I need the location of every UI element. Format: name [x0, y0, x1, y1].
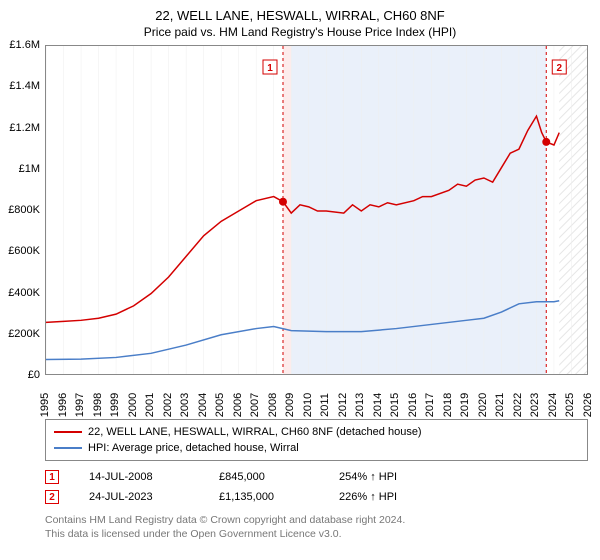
- y-axis-label: £600K: [8, 245, 40, 257]
- x-axis-label: 2015: [389, 391, 401, 419]
- x-axis-label: 2005: [214, 391, 226, 419]
- svg-text:1: 1: [267, 63, 273, 74]
- x-axis-label: 2018: [442, 391, 454, 419]
- legend-label: HPI: Average price, detached house, Wirr…: [88, 442, 299, 454]
- x-axis-label: 1999: [109, 391, 121, 419]
- footer-line: This data is licensed under the Open Gov…: [45, 527, 588, 541]
- legend: 22, WELL LANE, HESWALL, WIRRAL, CH60 8NF…: [45, 419, 588, 461]
- x-axis-label: 2020: [477, 391, 489, 419]
- marker-date: 14-JUL-2008: [89, 471, 189, 483]
- x-axis-label: 1997: [74, 391, 86, 419]
- marker-price: £845,000: [219, 471, 309, 483]
- marker-pct: 254% ↑ HPI: [339, 471, 397, 483]
- x-axis-label: 2022: [512, 391, 524, 419]
- plot-svg: 12: [45, 45, 588, 375]
- legend-swatch: [54, 447, 82, 449]
- x-axis-label: 2010: [302, 391, 314, 419]
- y-axis-label: £1.6M: [9, 39, 40, 51]
- x-axis-label: 2001: [144, 391, 156, 419]
- y-axis-label: £1.2M: [9, 122, 40, 134]
- x-axis-label: 2025: [564, 391, 576, 419]
- marker-row: 2 24-JUL-2023 £1,135,000 226% ↑ HPI: [45, 487, 588, 507]
- x-axis-label: 2023: [529, 391, 541, 419]
- x-axis-label: 2004: [197, 391, 209, 419]
- x-axis-label: 2000: [127, 391, 139, 419]
- marker-date: 24-JUL-2023: [89, 491, 189, 503]
- x-axis-label: 1995: [39, 391, 51, 419]
- marker-row: 1 14-JUL-2008 £845,000 254% ↑ HPI: [45, 467, 588, 487]
- x-axis-label: 2008: [267, 391, 279, 419]
- legend-swatch: [54, 431, 82, 433]
- y-axis-label: £800K: [8, 204, 40, 216]
- footer: Contains HM Land Registry data © Crown c…: [45, 513, 588, 541]
- x-axis-label: 1998: [92, 391, 104, 419]
- y-axis-label: £200K: [8, 328, 40, 340]
- y-axis-label: £1.4M: [9, 80, 40, 92]
- marker-pct: 226% ↑ HPI: [339, 491, 397, 503]
- x-axis-label: 2021: [494, 391, 506, 419]
- x-axis-label: 1996: [57, 391, 69, 419]
- x-axis-label: 2014: [372, 391, 384, 419]
- legend-label: 22, WELL LANE, HESWALL, WIRRAL, CH60 8NF…: [88, 426, 422, 438]
- marker-price: £1,135,000: [219, 491, 309, 503]
- x-axis-label: 2013: [354, 391, 366, 419]
- marker-number-icon: 2: [45, 490, 59, 504]
- x-axis-label: 2017: [424, 391, 436, 419]
- x-axis-label: 2006: [232, 391, 244, 419]
- x-axis-label: 2012: [337, 391, 349, 419]
- y-axis-label: £400K: [8, 287, 40, 299]
- y-axis-label: £1M: [19, 163, 40, 175]
- x-axis-label: 2019: [459, 391, 471, 419]
- y-axis-label: £0: [28, 369, 40, 381]
- markers-table: 1 14-JUL-2008 £845,000 254% ↑ HPI 2 24-J…: [45, 467, 588, 507]
- x-axis-label: 2016: [407, 391, 419, 419]
- svg-text:2: 2: [556, 63, 562, 74]
- x-axis-label: 2003: [179, 391, 191, 419]
- x-axis-label: 2011: [319, 391, 331, 419]
- footer-line: Contains HM Land Registry data © Crown c…: [45, 513, 588, 527]
- chart-area: 12 £0£200K£400K£600K£800K£1M£1.2M£1.4M£1…: [45, 45, 588, 375]
- marker-number-icon: 1: [45, 470, 59, 484]
- chart-subtitle: Price paid vs. HM Land Registry's House …: [0, 23, 600, 45]
- x-axis-label: 2002: [162, 391, 174, 419]
- x-axis-label: 2024: [547, 391, 559, 419]
- x-axis-label: 2026: [582, 391, 594, 419]
- x-axis-label: 2007: [249, 391, 261, 419]
- legend-row: HPI: Average price, detached house, Wirr…: [54, 440, 579, 456]
- chart-title: 22, WELL LANE, HESWALL, WIRRAL, CH60 8NF: [0, 0, 600, 23]
- legend-row: 22, WELL LANE, HESWALL, WIRRAL, CH60 8NF…: [54, 424, 579, 440]
- x-axis-label: 2009: [284, 391, 296, 419]
